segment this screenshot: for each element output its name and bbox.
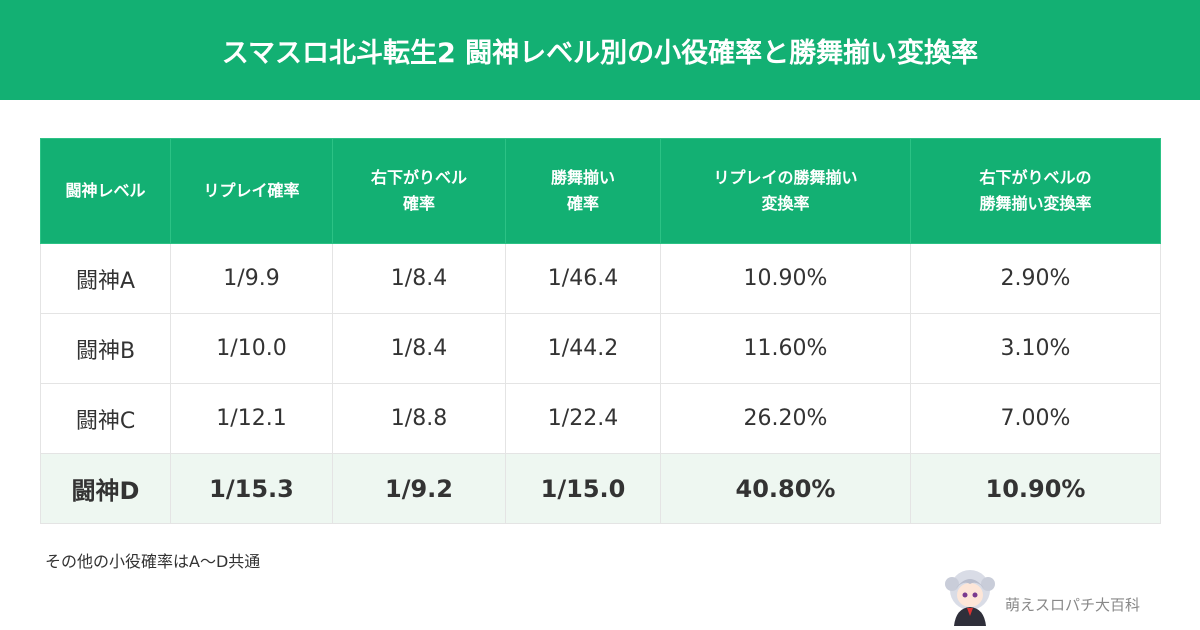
header-text: 勝舞揃い xyxy=(550,168,615,187)
cell: 1/15.0 xyxy=(505,453,661,524)
cell: 10.90% xyxy=(910,453,1161,524)
cell: 40.80% xyxy=(660,453,911,524)
row: 闘神C 1/12.1 1/8.8 1/22.4 26.20% 7.00% xyxy=(40,383,1161,454)
cell: 闘神A xyxy=(40,243,171,314)
cell: 1/46.4 xyxy=(505,243,661,314)
cell: 闘神D xyxy=(40,453,171,524)
header-text: 確率 xyxy=(566,194,599,213)
cell: 1/9.2 xyxy=(332,453,506,524)
cell: 1/8.4 xyxy=(332,243,506,314)
header-cell: リプレイ確率 xyxy=(170,138,333,244)
logo-icon xyxy=(945,570,995,626)
header-text: リプレイの勝舞揃い xyxy=(713,168,858,187)
cell: 11.60% xyxy=(660,313,911,384)
header-text: 右下がりベルの xyxy=(979,168,1092,187)
cell: 闘神C xyxy=(40,383,171,454)
cell: 2.90% xyxy=(910,243,1161,314)
cell: 1/15.3 xyxy=(170,453,333,524)
row: 闘神B 1/10.0 1/8.4 1/44.2 11.60% 3.10% xyxy=(40,313,1161,384)
table-body: 闘神A 1/9.9 1/8.4 1/46.4 10.90% 2.90% 闘神B 1/10.0 1… xyxy=(40,243,1161,524)
cell: 3.10% xyxy=(910,313,1161,384)
cell: 1/9.9 xyxy=(170,243,333,314)
header-cell: 右下がりベルの 勝舞揃い変換率 xyxy=(910,138,1161,244)
title-bar: スマスロ北斗転生2 闘神レベル別の小役確率と勝舞揃い変換率 xyxy=(0,0,1200,100)
header-cell: 勝舞揃い 確率 xyxy=(505,138,661,244)
cell: 1/12.1 xyxy=(170,383,333,454)
cell: 1/10.0 xyxy=(170,313,333,384)
cell: 26.20% xyxy=(660,383,911,454)
header-cell: 右下がりベル 確率 xyxy=(332,138,506,244)
cell: 1/44.2 xyxy=(505,313,661,384)
cell: 7.00% xyxy=(910,383,1161,454)
row: 闘神D 1/15.3 1/9.2 1/15.0 40.80% 10.90% xyxy=(40,453,1161,524)
title: スマスロ北斗転生2 闘神レベル別の小役確率と勝舞揃い変換率 xyxy=(221,37,979,69)
brand: 萌えスロパチ大百科 xyxy=(1005,596,1141,614)
cell: 闘神B xyxy=(40,313,171,384)
cell: 1/8.8 xyxy=(332,383,506,454)
note: その他の小役確率はA～D共通 xyxy=(45,552,261,571)
header-text: リプレイ確率 xyxy=(203,181,300,200)
header-cell: 闘神レベル xyxy=(40,138,171,244)
header-text: 勝舞揃い変換率 xyxy=(979,194,1092,213)
cell: 10.90% xyxy=(660,243,911,314)
header-row: 闘神レベル リプレイ確率 右下がりベル 確率 勝舞揃い 確率 リプレイの勝舞揃い 変換率 右下が… xyxy=(40,138,1161,244)
table: 闘神レベル リプレイ確率 右下がりベル 確率 勝舞揃い 確率 リプレイの勝舞揃い 変換率 右下が… xyxy=(40,138,1161,524)
header-cell: リプレイの勝舞揃い 変換率 xyxy=(660,138,911,244)
header-text: 確率 xyxy=(402,194,435,213)
cell: 1/22.4 xyxy=(505,383,661,454)
header-text: 変換率 xyxy=(761,194,810,213)
header-text: 右下がりベル xyxy=(370,168,467,187)
row: 闘神A 1/9.9 1/8.4 1/46.4 10.90% 2.90% xyxy=(40,243,1161,314)
cell: 1/8.4 xyxy=(332,313,506,384)
header-text: 闘神レベル xyxy=(65,181,146,200)
